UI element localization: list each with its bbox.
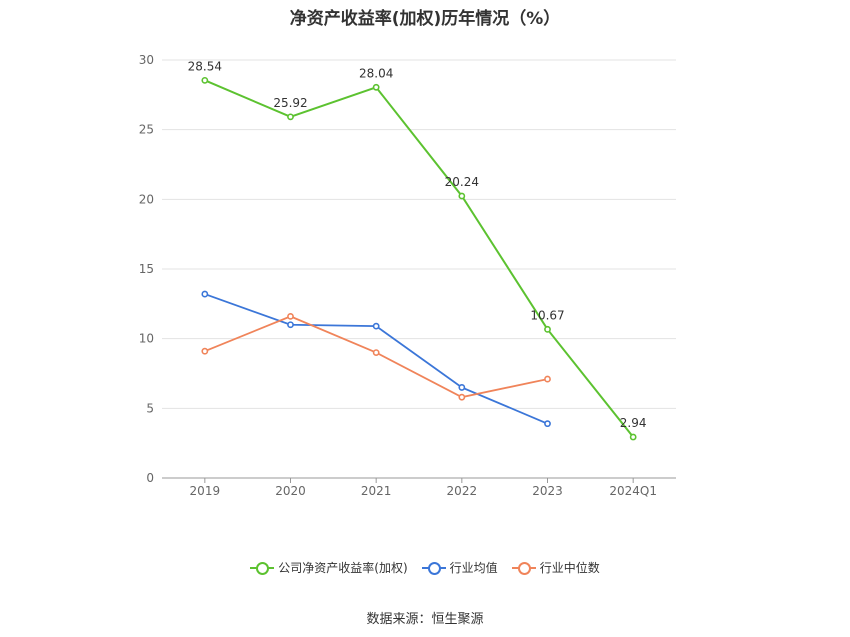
chart-title: 净资产收益率(加权)历年情况（%）: [289, 9, 561, 29]
data-point: [629, 433, 637, 441]
data-point: [372, 349, 380, 356]
legend: 公司净资产收益率(加权) 行业均值 行业中位数: [0, 559, 850, 576]
data-point: [287, 113, 294, 121]
legend-swatch-icon: [421, 561, 446, 575]
data-label: 25.92: [273, 96, 307, 110]
data-label: 28.54: [188, 59, 222, 73]
data-point: [544, 375, 551, 383]
y-tick-label: 25: [139, 123, 154, 137]
data-point: [544, 325, 551, 333]
y-tick-label: 5: [146, 401, 154, 415]
legend-label: 公司净资产收益率(加权): [278, 561, 408, 575]
data-label: 2.94: [620, 416, 647, 430]
legend-swatch-icon: [250, 561, 275, 575]
x-tick-label: 2023: [532, 484, 563, 498]
data-point: [372, 83, 380, 91]
legend-label: 行业均值: [449, 561, 498, 575]
y-tick-label: 15: [139, 262, 154, 276]
legend-item[interactable]: 行业均值: [421, 559, 498, 576]
legend-item[interactable]: 行业中位数: [511, 559, 600, 576]
data-label: 20.24: [445, 175, 479, 189]
x-tick-label: 2021: [361, 484, 392, 498]
x-tick-label: 2020: [275, 484, 306, 498]
y-tick-label: 20: [139, 192, 154, 206]
legend-label: 行业中位数: [539, 561, 600, 575]
x-tick-label: 2019: [190, 484, 221, 498]
data-point: [458, 393, 466, 401]
x-tick-label: 2022: [447, 484, 478, 498]
data-point: [201, 76, 209, 84]
y-tick-label: 0: [146, 471, 154, 485]
y-tick-label: 30: [139, 53, 154, 67]
series-line: [204, 79, 634, 438]
data-point: [287, 321, 294, 329]
legend-item[interactable]: 公司净资产收益率(加权): [250, 559, 408, 576]
data-point: [458, 192, 466, 200]
data-label: 10.67: [530, 308, 564, 322]
data-point: [201, 347, 209, 355]
legend-swatch-icon: [511, 561, 536, 575]
source-note: 数据来源：恒生聚源: [366, 612, 484, 627]
x-tick-label: 2024Q1: [609, 484, 657, 498]
data-point: [544, 420, 551, 428]
data-point: [287, 312, 294, 320]
y-tick-label: 10: [139, 332, 154, 346]
data-point: [201, 290, 209, 298]
data-point: [372, 322, 380, 330]
data-point: [458, 384, 466, 391]
series-line: [204, 293, 548, 425]
data-label: 28.04: [359, 66, 393, 80]
